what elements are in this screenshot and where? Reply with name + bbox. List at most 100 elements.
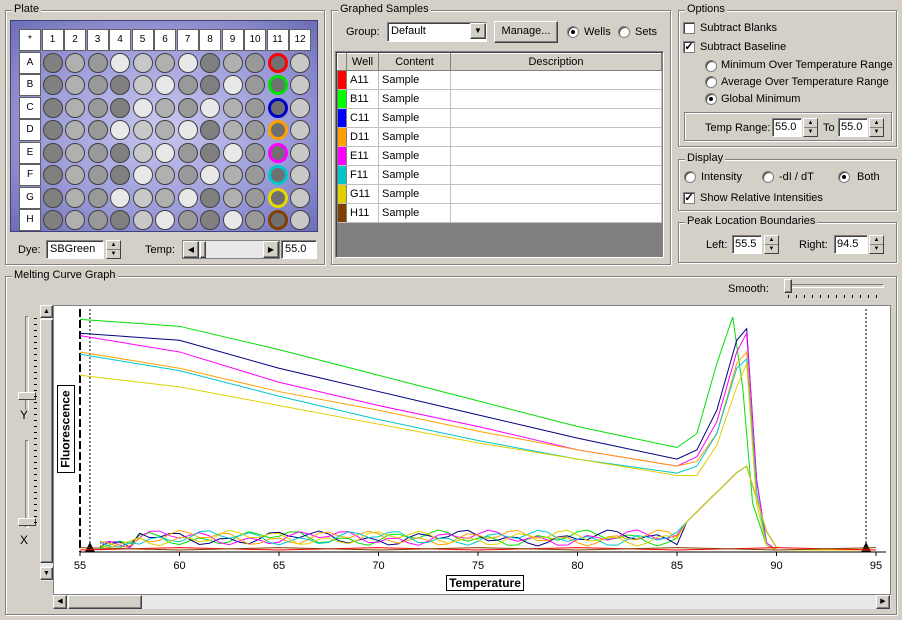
- peak-right-field[interactable]: 94.5: [834, 235, 868, 254]
- plate-well[interactable]: [42, 187, 63, 208]
- cell-content[interactable]: Sample: [378, 184, 451, 204]
- cell-content[interactable]: Sample: [378, 70, 451, 90]
- plate-well[interactable]: [42, 142, 63, 163]
- plate-well[interactable]: [42, 97, 63, 118]
- global-min-radio[interactable]: [705, 93, 717, 105]
- plate-well[interactable]: [245, 210, 265, 230]
- plate-well[interactable]: [110, 97, 130, 118]
- plate-well[interactable]: [267, 210, 288, 230]
- plate-col-header[interactable]: 2: [64, 29, 86, 51]
- table-row[interactable]: H11 Sample: [337, 203, 662, 223]
- melting-curve-chart[interactable]: 55 60 65 70 75 80 85 90 95: [53, 305, 891, 595]
- plate-well[interactable]: [177, 75, 198, 95]
- peak-left-field[interactable]: 55.5: [732, 235, 762, 254]
- dye-spinner[interactable]: ▲ ▼: [106, 240, 121, 259]
- plate-well[interactable]: [155, 52, 175, 73]
- plate-well[interactable]: [177, 52, 198, 73]
- plate-row-header[interactable]: E: [19, 141, 41, 164]
- plate-well[interactable]: [245, 97, 265, 118]
- cell-well[interactable]: H11: [346, 203, 379, 223]
- plate-well[interactable]: [177, 97, 198, 118]
- plate-well[interactable]: [110, 210, 130, 230]
- plate-corner[interactable]: *: [19, 29, 41, 51]
- plate-well[interactable]: [132, 97, 153, 118]
- plate-well[interactable]: [155, 210, 175, 230]
- temp-slider-right[interactable]: ▶: [263, 241, 279, 258]
- temp-to-spinner[interactable]: ▲ ▼: [869, 118, 884, 137]
- plate-well[interactable]: [132, 142, 153, 163]
- plate-well[interactable]: [42, 120, 63, 140]
- plate-col-header[interactable]: 5: [131, 29, 154, 51]
- temp-slider-thumb[interactable]: [200, 241, 206, 258]
- plate-well[interactable]: [132, 52, 153, 73]
- plate-col-header[interactable]: 12: [289, 29, 311, 51]
- plate-well[interactable]: [200, 142, 220, 163]
- plate-well[interactable]: [110, 120, 130, 140]
- plate-map[interactable]: * 1 2 3 4 5 6 7 8 9 10 11 12 A B C D E F G H: [10, 20, 318, 232]
- plate-well[interactable]: [290, 165, 310, 185]
- plate-well[interactable]: [245, 120, 265, 140]
- plate-well[interactable]: [155, 142, 175, 163]
- vscroll-up[interactable]: ▲: [40, 305, 53, 318]
- cell-description[interactable]: [450, 203, 662, 223]
- plate-well[interactable]: [87, 210, 108, 230]
- intensity-radio[interactable]: [684, 171, 696, 183]
- cell-description[interactable]: [450, 89, 662, 109]
- table-row[interactable]: A11 Sample: [337, 70, 662, 90]
- plate-col-header[interactable]: 8: [199, 29, 221, 51]
- plate-well[interactable]: [42, 52, 63, 73]
- plate-well[interactable]: [290, 75, 310, 95]
- plate-well[interactable]: [87, 142, 108, 163]
- table-row[interactable]: D11 Sample: [337, 127, 662, 147]
- plate-well[interactable]: [222, 165, 243, 185]
- plate-well[interactable]: [222, 142, 243, 163]
- plate-row-header[interactable]: H: [19, 209, 41, 231]
- plate-row-header[interactable]: A: [19, 51, 41, 74]
- plate-well[interactable]: [87, 52, 108, 73]
- plate-well[interactable]: [65, 52, 85, 73]
- plate-well[interactable]: [290, 210, 310, 230]
- plate-well[interactable]: [290, 142, 310, 163]
- cell-content[interactable]: Sample: [378, 165, 451, 185]
- plate-well[interactable]: [267, 52, 288, 73]
- plate-well[interactable]: [290, 52, 310, 73]
- plate-well[interactable]: [110, 187, 130, 208]
- plate-well[interactable]: [245, 142, 265, 163]
- plate-well[interactable]: [65, 187, 85, 208]
- hscroll-left[interactable]: ◀: [53, 595, 67, 609]
- plate-well[interactable]: [177, 187, 198, 208]
- plate-well[interactable]: [200, 187, 220, 208]
- plate-well[interactable]: [65, 120, 85, 140]
- plate-row-header[interactable]: D: [19, 119, 41, 141]
- temp-slider-left[interactable]: ◀: [183, 241, 199, 258]
- cell-description[interactable]: [450, 165, 662, 185]
- sets-radio[interactable]: [618, 26, 630, 38]
- cell-content[interactable]: Sample: [378, 89, 451, 109]
- plate-well[interactable]: [132, 165, 153, 185]
- x-slider-track[interactable]: [25, 440, 29, 528]
- plate-row-header[interactable]: G: [19, 186, 41, 209]
- plate-col-header[interactable]: 7: [176, 29, 199, 51]
- plate-row-header[interactable]: F: [19, 164, 41, 186]
- plate-well[interactable]: [42, 75, 63, 95]
- plate-well[interactable]: [222, 97, 243, 118]
- plate-well[interactable]: [267, 120, 288, 140]
- plate-well[interactable]: [155, 97, 175, 118]
- plate-well[interactable]: [177, 210, 198, 230]
- plate-well[interactable]: [200, 52, 220, 73]
- temp-slider[interactable]: ◀ ▶: [182, 240, 280, 259]
- didt-radio[interactable]: [762, 171, 774, 183]
- plate-well[interactable]: [87, 187, 108, 208]
- plate-well[interactable]: [200, 210, 220, 230]
- subtract-baseline-checkbox[interactable]: ✓: [683, 41, 695, 53]
- plate-col-header[interactable]: 9: [221, 29, 244, 51]
- plate-well[interactable]: [65, 97, 85, 118]
- plate-well[interactable]: [42, 165, 63, 185]
- plate-well[interactable]: [290, 120, 310, 140]
- table-row[interactable]: F11 Sample: [337, 165, 662, 185]
- vscroll-down[interactable]: ▼: [40, 567, 53, 580]
- cell-well[interactable]: E11: [346, 146, 379, 166]
- plate-well[interactable]: [110, 142, 130, 163]
- plate-well[interactable]: [132, 120, 153, 140]
- plate-well[interactable]: [42, 210, 63, 230]
